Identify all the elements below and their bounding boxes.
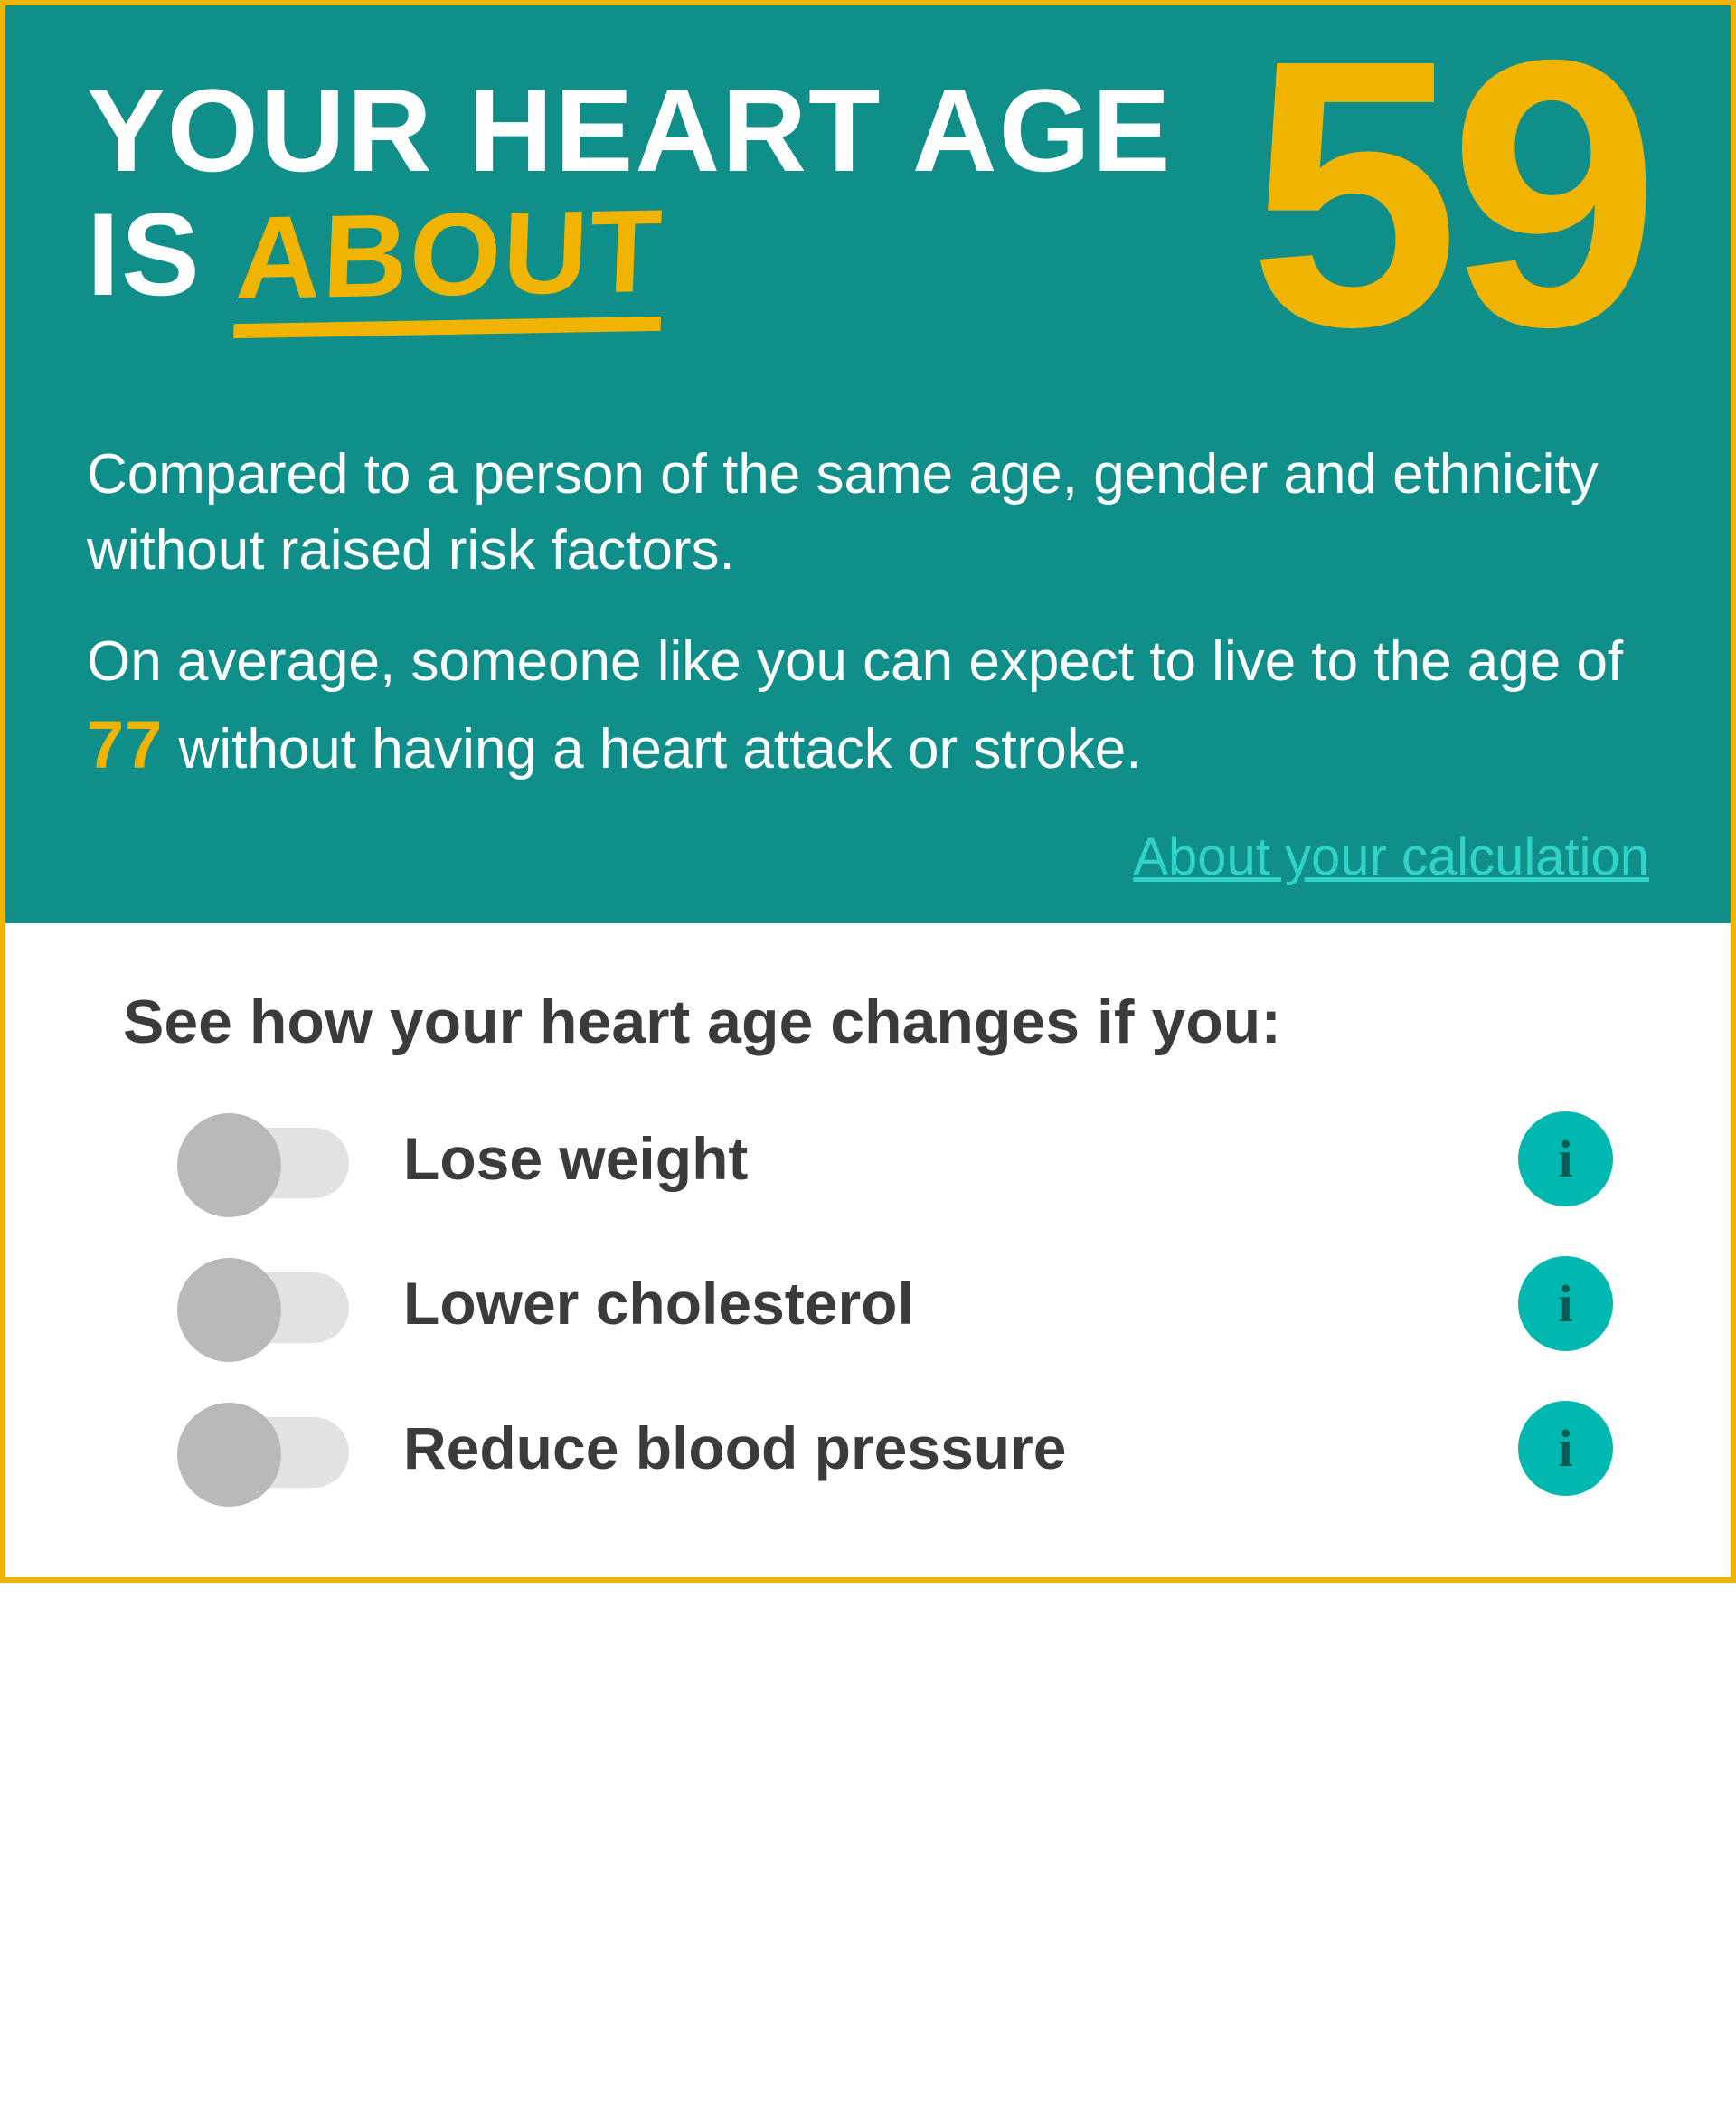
toggle-lose-weight[interactable] bbox=[177, 1113, 358, 1204]
headline-line2-prefix: IS bbox=[87, 188, 236, 320]
factor-row-reduce-bp: Reduce blood pressure i bbox=[123, 1401, 1649, 1496]
headline-text: YOUR HEART AGE IS ABOUT bbox=[87, 69, 1212, 334]
toggle-reduce-bp[interactable] bbox=[177, 1403, 358, 1493]
factor-label: Lower cholesterol bbox=[403, 1269, 1473, 1338]
life-expectancy-age: 77 bbox=[87, 707, 163, 782]
factor-row-lose-weight: Lose weight i bbox=[123, 1111, 1649, 1206]
toggle-lower-cholesterol[interactable] bbox=[177, 1258, 358, 1348]
headline-highlight: ABOUT bbox=[233, 188, 665, 337]
heart-age-number: 59 bbox=[1249, 33, 1649, 355]
factors-panel: See how your heart age changes if you: L… bbox=[5, 923, 1731, 1577]
heart-age-card: YOUR HEART AGE IS ABOUT 59 Compared to a… bbox=[0, 0, 1736, 1583]
description-para1: Compared to a person of the same age, ge… bbox=[87, 437, 1649, 588]
toggle-knob bbox=[177, 1113, 281, 1217]
headline-line1: YOUR HEART AGE bbox=[87, 64, 1172, 196]
description: Compared to a person of the same age, ge… bbox=[87, 437, 1649, 790]
headline-row: YOUR HEART AGE IS ABOUT 59 bbox=[87, 69, 1649, 355]
factor-row-lower-cholesterol: Lower cholesterol i bbox=[123, 1256, 1649, 1351]
factors-title: See how your heart age changes if you: bbox=[123, 987, 1649, 1057]
about-calculation-link[interactable]: About your calculation bbox=[87, 827, 1649, 887]
description-para2: On average, someone like you can expect … bbox=[87, 624, 1649, 790]
factor-label: Lose weight bbox=[403, 1124, 1473, 1193]
toggle-knob bbox=[177, 1403, 281, 1507]
toggle-knob bbox=[177, 1258, 281, 1362]
para2-before: On average, someone like you can expect … bbox=[87, 630, 1623, 693]
result-panel: YOUR HEART AGE IS ABOUT 59 Compared to a… bbox=[5, 5, 1731, 923]
para2-after: without having a heart attack or stroke. bbox=[163, 718, 1141, 780]
info-icon[interactable]: i bbox=[1518, 1401, 1613, 1496]
factor-label: Reduce blood pressure bbox=[403, 1414, 1473, 1482]
info-icon[interactable]: i bbox=[1518, 1256, 1613, 1351]
info-icon[interactable]: i bbox=[1518, 1111, 1613, 1206]
